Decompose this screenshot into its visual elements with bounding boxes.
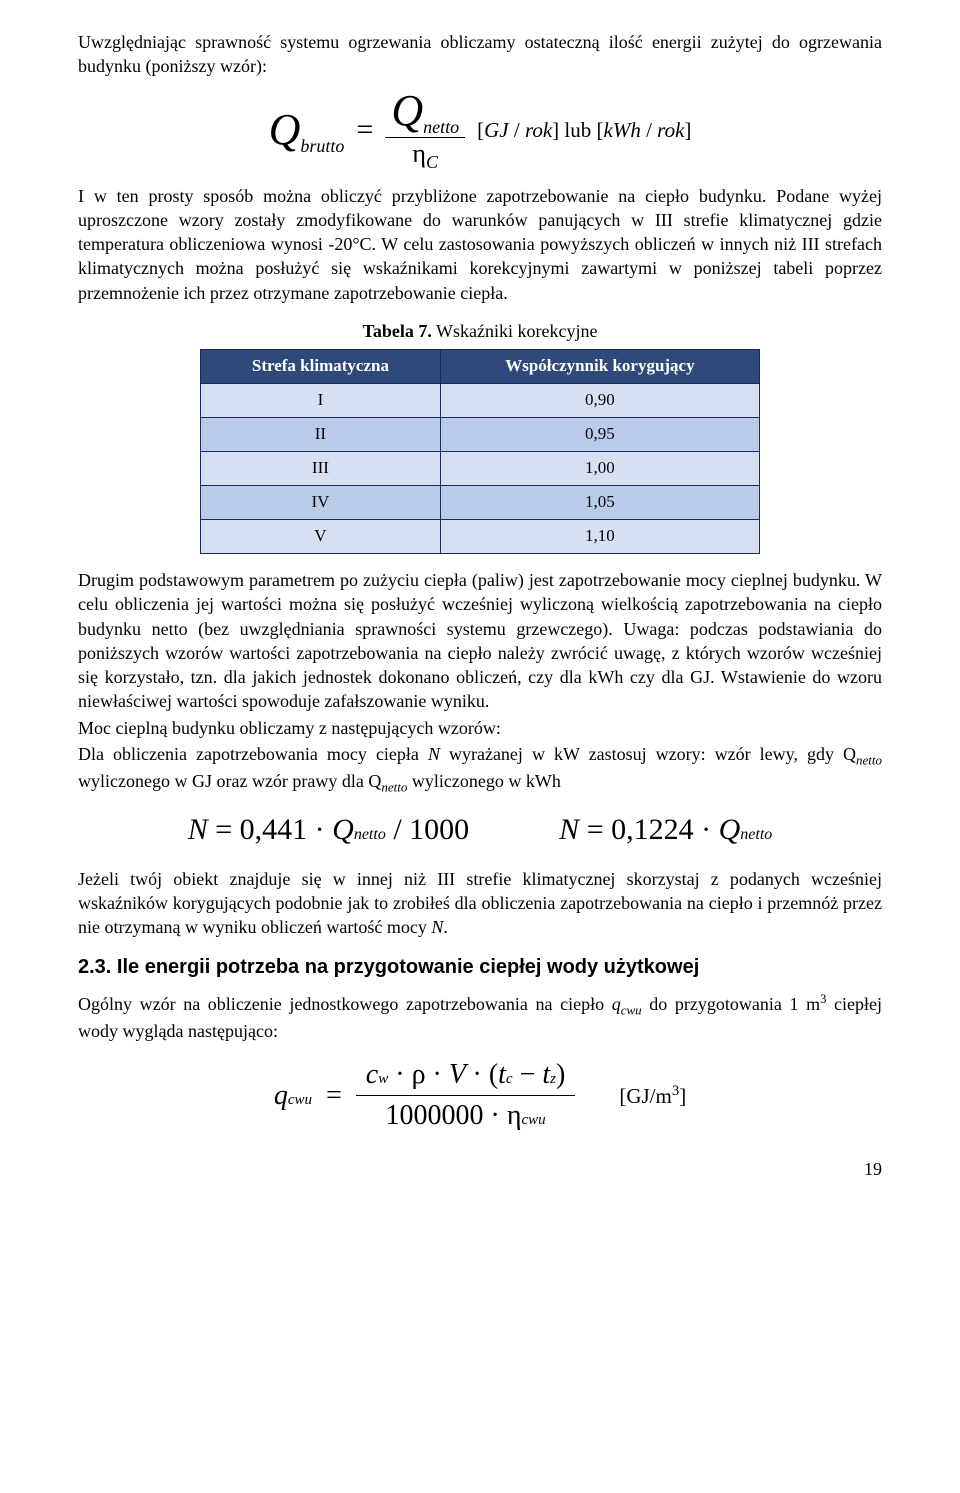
formula-qcwu: qcwu = cw · ρ · V · (tc − tz) 1000000 · …	[78, 1059, 882, 1132]
paragraph-moc-detail: Dla obliczenia zapotrzebowania mocy ciep…	[78, 742, 882, 796]
table-row: I0,90	[201, 384, 760, 418]
section-2-3-heading: 2.3. Ile energii potrzeba na przygotowan…	[78, 954, 882, 981]
page-number: 19	[78, 1157, 882, 1181]
paragraph-zone-note: Jeżeli twój obiekt znajduje się w innej …	[78, 867, 882, 940]
paragraph-intro: Uwzględniając sprawność systemu ogrzewan…	[78, 30, 882, 79]
paragraph-moc: Moc cieplną budynku obliczamy z następuj…	[78, 716, 882, 740]
table-row: II0,95	[201, 418, 760, 452]
formula-qbrutto: Qbrutto = Qnetto ηC [GJ / rok] lub [kWh …	[78, 89, 882, 172]
table-row: V1,10	[201, 520, 760, 554]
paragraph-explain: I w ten prosty sposób można obliczyć prz…	[78, 184, 882, 305]
table-caption: Tabela 7. Wskaźniki korekcyjne	[78, 319, 882, 343]
table-header-zone: Strefa klimatyczna	[201, 350, 441, 384]
table-row: IV1,05	[201, 486, 760, 520]
correction-table: Strefa klimatyczna Współczynnik korygują…	[200, 349, 760, 554]
paragraph-second-param: Drugim podstawowym parametrem po zużyciu…	[78, 568, 882, 714]
formula-n: N = 0,441 · Qnetto / 1000 N = 0,1224 · Q…	[78, 810, 882, 851]
table-header-coef: Współczynnik korygujący	[440, 350, 759, 384]
table-row: III1,00	[201, 452, 760, 486]
paragraph-cwu-intro: Ogólny wzór na obliczenie jednostkowego …	[78, 991, 882, 1043]
